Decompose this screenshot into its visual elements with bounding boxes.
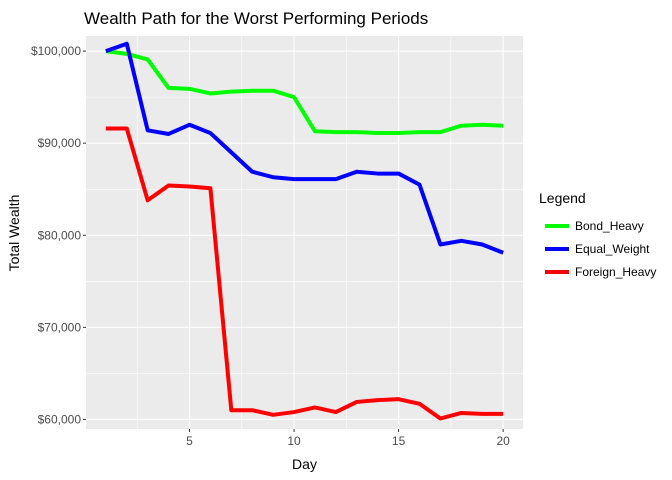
- x-tick-label: 5: [186, 434, 193, 448]
- series-line-foreign-heavy: [105, 126, 504, 421]
- y-axis: $60,000 $70,000 $80,000 $90,000 $100,000: [31, 44, 86, 426]
- series-line-bond-heavy: [105, 49, 504, 136]
- y-tick-label: $90,000: [38, 136, 82, 150]
- legend-label: Equal_Weight: [575, 242, 650, 256]
- plot-panel: [86, 36, 523, 429]
- minor-gridlines: [86, 36, 523, 429]
- legend-item-equal-weight: Equal_Weight: [545, 242, 650, 256]
- series-lines: [105, 41, 504, 421]
- legend-item-bond-heavy: Bond_Heavy: [545, 219, 644, 233]
- x-axis-title: Day: [292, 456, 317, 472]
- legend-label: Bond_Heavy: [575, 219, 644, 233]
- y-tick-label: $70,000: [38, 320, 82, 334]
- x-axis: 5 10 15 20: [186, 429, 510, 448]
- x-tick-label: 20: [496, 434, 510, 448]
- y-axis-title: Total Wealth: [6, 195, 22, 272]
- legend-title: Legend: [539, 190, 586, 206]
- major-gridlines: [86, 36, 523, 429]
- chart-title: Wealth Path for the Worst Performing Per…: [84, 9, 428, 28]
- x-tick-label: 10: [287, 434, 301, 448]
- y-tick-label: $100,000: [31, 44, 81, 58]
- series-line-equal-weight: [105, 41, 504, 255]
- x-tick-label: 15: [392, 434, 406, 448]
- legend: Legend Bond_Heavy Equal_Weight Foreign_Hea…: [539, 190, 656, 279]
- legend-item-foreign-heavy: Foreign_Heavy: [545, 265, 656, 279]
- legend-label: Foreign_Heavy: [575, 265, 656, 279]
- y-tick-label: $80,000: [38, 228, 82, 242]
- y-tick-label: $60,000: [38, 412, 82, 426]
